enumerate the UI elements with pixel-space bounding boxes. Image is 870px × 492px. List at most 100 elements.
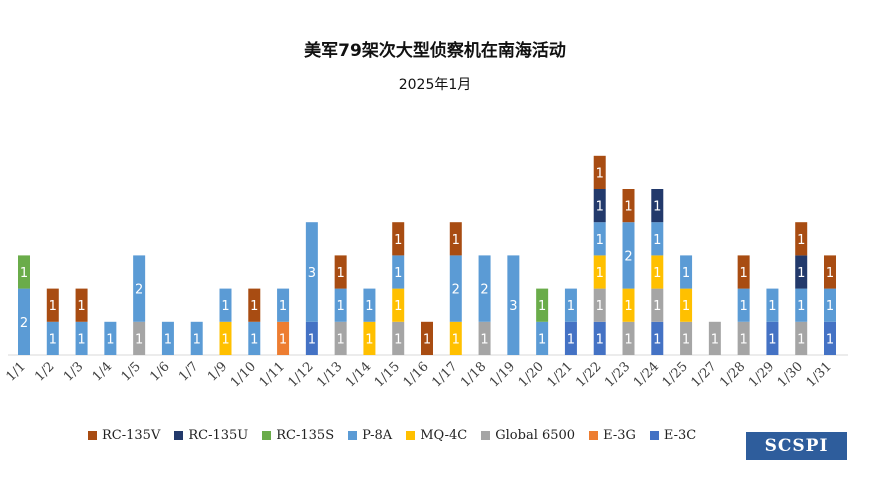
legend-label: P-8A [362,428,393,443]
bar-segment [392,255,405,289]
x-tick-label: 1/20 [516,359,547,390]
data-label: 1 [135,332,143,347]
bar-segment [75,321,88,355]
data-label: 1 [653,332,661,347]
bar-segment [680,288,693,322]
legend-label: RC-135S [276,428,335,443]
bar-segment [536,288,549,322]
bar-segment [161,321,174,355]
legend-swatch [174,431,184,440]
data-label: 1 [49,332,57,347]
x-tick-label: 1/29 [746,359,777,390]
bar-segment [651,255,664,289]
data-label: 1 [740,332,748,347]
data-label: 3 [509,299,517,314]
bar-segment [75,288,88,322]
data-label: 1 [740,266,748,281]
bar-segment [536,321,549,355]
data-label: 1 [480,332,488,347]
data-label: 1 [596,299,604,314]
data-label: 1 [768,332,776,347]
bar-segment [305,321,318,355]
x-tick-label: 1/30 [775,359,806,390]
data-label: 1 [308,332,316,347]
bar-segment [334,288,347,322]
bar-segment [18,255,30,289]
legend-label: E-3G [603,428,636,443]
data-label: 1 [452,233,460,248]
data-label: 2 [624,249,632,264]
x-tick-label: 1/7 [176,359,201,384]
data-label: 1 [596,166,604,181]
data-label: 1 [682,332,690,347]
data-label: 1 [682,299,690,314]
x-tick-label: 1/6 [147,359,172,384]
bar-segment [795,255,808,289]
data-label: 1 [337,332,345,347]
bar-segment [46,321,59,355]
bar-segment [651,288,664,322]
chart-title: 美军79架次大型侦察机在南海活动 [304,41,566,61]
x-tick-label: 1/13 [314,359,345,390]
data-label: 1 [337,266,345,281]
data-label: 1 [653,299,661,314]
bar-segment [593,222,606,256]
data-label: 1 [797,266,805,281]
x-tick-label: 1/15 [372,359,403,390]
x-tick-label: 1/24 [631,359,662,390]
legend-swatch [348,431,358,440]
x-tick-label: 1/10 [228,359,259,390]
stacked-bar-chart: 211/1111/2111/311/4121/511/611/7111/9111… [3,155,848,390]
data-label: 1 [394,233,402,248]
bar-segment [737,255,750,289]
data-label: 1 [826,266,834,281]
bar-segment [680,321,693,355]
bar-segment [564,288,577,322]
data-label: 1 [567,332,575,347]
bar-segment [392,222,405,256]
bar-segment [277,321,290,355]
x-tick-label: 1/2 [32,359,57,384]
x-tick-label: 1/17 [429,359,460,390]
data-label: 1 [77,299,85,314]
bar-segment [651,189,664,223]
data-label: 2 [452,283,460,298]
data-label: 1 [797,299,805,314]
data-label: 1 [193,332,201,347]
data-label: 1 [49,299,57,314]
bar-segment [104,321,117,355]
bar-segment [593,321,606,355]
bar-segment [449,255,462,322]
bar-segment [449,321,462,355]
bar-segment [392,288,405,322]
data-label: 1 [221,299,229,314]
bar-segment [766,321,779,355]
legend-item: RC-135V [88,428,160,443]
data-label: 1 [452,332,460,347]
legend-swatch [262,431,272,440]
bar-segment [651,321,664,355]
legend-item: P-8A [348,428,392,443]
bar-segment [593,255,606,289]
bar-segment [449,222,462,256]
bar-segment [737,288,750,322]
data-label: 1 [596,233,604,248]
x-tick-label: 1/23 [602,359,633,390]
bar-segment [46,288,59,322]
data-label: 1 [538,299,546,314]
bar-segment [18,288,30,355]
data-label: 1 [394,299,402,314]
x-tick-label: 1/22 [573,359,604,390]
legend-swatch [589,431,599,440]
x-tick-label: 1/14 [343,359,374,390]
data-label: 1 [740,299,748,314]
x-tick-label: 1/5 [119,359,144,384]
x-tick-label: 1/21 [545,359,576,390]
bar-segment [622,189,635,223]
legend-swatch [88,431,97,440]
bar-segment [737,321,750,355]
bar-segment [334,255,347,289]
data-label: 1 [653,233,661,248]
x-tick-label: 1/27 [688,359,719,390]
bar-segment [622,321,635,355]
